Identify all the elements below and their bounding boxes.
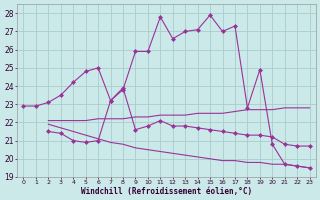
X-axis label: Windchill (Refroidissement éolien,°C): Windchill (Refroidissement éolien,°C) [81,187,252,196]
